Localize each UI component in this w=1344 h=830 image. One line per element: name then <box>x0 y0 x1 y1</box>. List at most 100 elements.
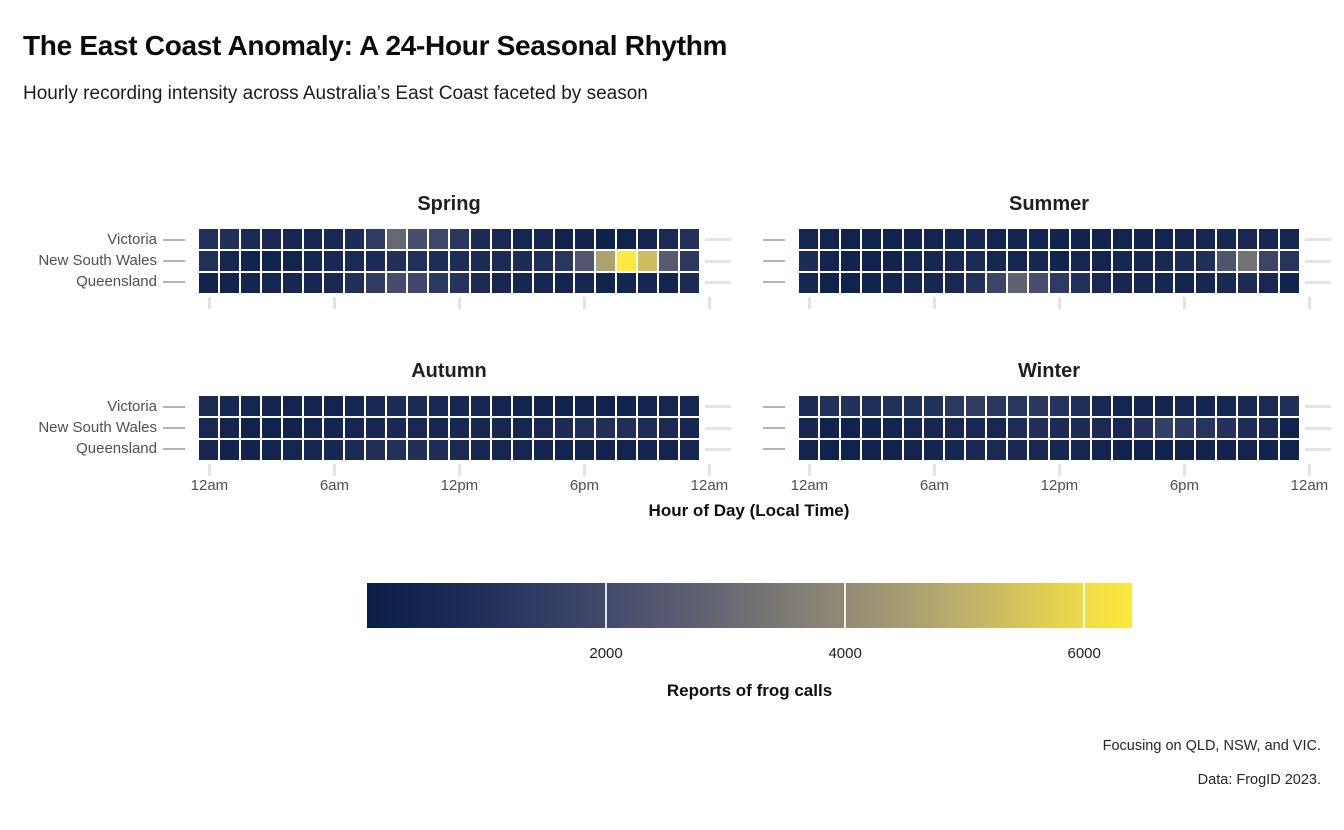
heatmap-cell <box>819 229 839 249</box>
heatmap-cell <box>240 273 260 293</box>
y-tick-mark-right <box>705 259 731 263</box>
heatmap-cell <box>1112 440 1132 460</box>
facet-title-winter: Winter <box>1017 360 1081 382</box>
y-tick-mark-right <box>705 280 731 284</box>
heatmap-cell <box>429 251 448 271</box>
heatmap-cell <box>324 440 344 460</box>
heatmap-cell <box>408 396 428 416</box>
x-tick-mark <box>807 464 811 476</box>
heatmap-cell <box>219 440 239 460</box>
heatmap-cell <box>924 418 944 438</box>
heatmap-cell <box>366 418 386 438</box>
heatmap-cell <box>408 273 428 293</box>
heatmap-cell <box>1112 418 1132 438</box>
heatmap-cell <box>924 229 944 249</box>
heatmap-cell <box>840 273 860 293</box>
heatmap-cell <box>799 396 818 416</box>
heatmap-cell <box>491 251 511 271</box>
facet-title-autumn: Autumn <box>411 360 487 382</box>
heatmap-cell <box>987 273 1007 293</box>
heatmap-cell <box>1280 418 1299 438</box>
heatmap-cell <box>345 418 365 438</box>
x-tick-mark <box>1057 464 1061 476</box>
heatmap-cell <box>345 229 365 249</box>
heatmap-cell <box>449 418 469 438</box>
x-tick-label: 6am <box>319 477 349 494</box>
heatmap-cell <box>1238 440 1258 460</box>
heatmap-cell <box>324 396 344 416</box>
heatmap-cell <box>1091 251 1111 271</box>
heatmap-cell <box>799 251 818 271</box>
y-tick-mark-right <box>1305 280 1331 284</box>
heatmap-cell <box>903 251 923 271</box>
heatmap-cell <box>861 251 881 271</box>
heatmap-cell <box>1133 273 1153 293</box>
heatmap-cell <box>324 229 344 249</box>
heatmap-cell <box>512 440 532 460</box>
heatmap-cell <box>1238 229 1258 249</box>
y-axis-label: New South Wales <box>38 252 157 269</box>
heatmap-cell <box>1175 273 1195 293</box>
heatmap-cell <box>1217 440 1237 460</box>
heatmap-cell <box>408 229 428 249</box>
heatmap-cell <box>575 273 595 293</box>
heatmap-cell <box>1070 418 1090 438</box>
heatmap-cell <box>596 251 616 271</box>
heatmap-summer <box>799 229 1299 293</box>
heatmap-cell <box>303 273 323 293</box>
heatmap-cell <box>470 396 490 416</box>
y-tick-mark-right <box>705 426 731 430</box>
heatmap-cell <box>840 440 860 460</box>
heatmap-cell <box>219 229 239 249</box>
heatmap-cell <box>199 418 218 438</box>
heatmap-cell <box>324 418 344 438</box>
heatmap-cell <box>1008 396 1028 416</box>
heatmap-cell <box>240 396 260 416</box>
x-tick-mark <box>707 464 711 476</box>
heatmap-cell <box>1091 229 1111 249</box>
heatmap-cell <box>1049 251 1069 271</box>
heatmap-cell <box>533 251 553 271</box>
heatmap-cell <box>282 418 302 438</box>
heatmap-cell <box>449 273 469 293</box>
heatmap-cell <box>554 440 574 460</box>
heatmap-cell <box>219 273 239 293</box>
x-tick-mark <box>932 297 936 309</box>
heatmap-cell <box>554 251 574 271</box>
heatmap-cell <box>903 229 923 249</box>
heatmap-cell <box>575 440 595 460</box>
heatmap-cell <box>945 440 965 460</box>
heatmap-cell <box>1008 440 1028 460</box>
heatmap-cell <box>429 396 448 416</box>
heatmap-cell <box>1175 229 1195 249</box>
heatmap-cell <box>303 251 323 271</box>
heatmap-cell <box>1217 229 1237 249</box>
x-tick-mark <box>582 297 586 309</box>
heatmap-cell <box>799 440 818 460</box>
x-tick-label: 12am <box>690 477 729 494</box>
heatmap-cell <box>659 396 679 416</box>
heatmap-cell <box>1238 396 1258 416</box>
heatmap-cell <box>1217 273 1237 293</box>
x-tick-mark <box>332 297 336 309</box>
heatmap-cell <box>840 229 860 249</box>
x-tick-label: 6pm <box>1169 477 1199 494</box>
heatmap-cell <box>799 229 818 249</box>
heatmap-cell <box>1112 229 1132 249</box>
heatmap-cell <box>261 418 281 438</box>
heatmap-cell <box>840 396 860 416</box>
heatmap-cell <box>840 418 860 438</box>
heatmap-cell <box>945 273 965 293</box>
x-tick-mark <box>707 297 711 309</box>
heatmap-cell <box>1259 273 1279 293</box>
y-tick-mark-right <box>1305 426 1331 430</box>
caption-line-1: Focusing on QLD, NSW, and VIC. <box>1102 738 1321 754</box>
x-tick-mark <box>807 297 811 309</box>
heatmap-cell <box>512 229 532 249</box>
facet-title-summer: Summer <box>1008 193 1090 215</box>
heatmap-cell <box>659 251 679 271</box>
heatmap-cell <box>1133 229 1153 249</box>
heatmap-cell <box>638 396 658 416</box>
heatmap-cell <box>303 418 323 438</box>
heatmap-cell <box>1029 440 1048 460</box>
